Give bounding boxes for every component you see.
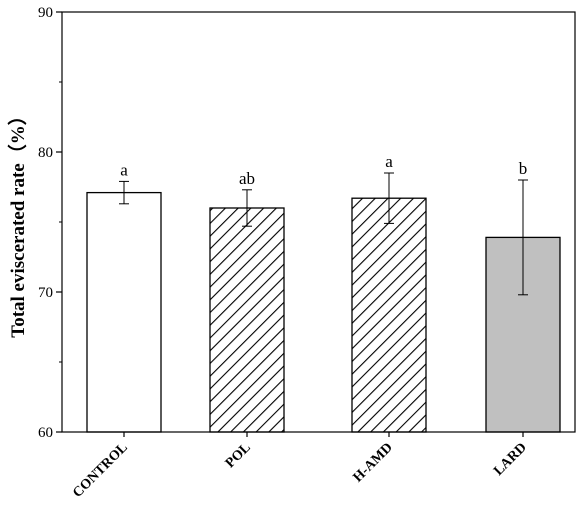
- x-tick-label-pol: POL: [223, 440, 254, 471]
- significance-label-h-amd: a: [385, 152, 393, 171]
- y-tick-label-70: 70: [38, 285, 53, 301]
- significance-label-lard: b: [519, 159, 528, 178]
- bar-control: [86, 191, 162, 433]
- y-tick-label-80: 80: [38, 145, 53, 161]
- error-bar-control: [119, 180, 129, 205]
- bar-h-amd: [351, 197, 427, 433]
- y-axis-title: Total eviscerated rate（%）: [6, 106, 29, 337]
- significance-label-pol: ab: [239, 169, 255, 188]
- bars-layer: [86, 191, 561, 433]
- y-axis-ticks: 60 70 80 90: [38, 5, 62, 441]
- x-axis-ticks: CONTROL POL H-AMD LARD: [70, 432, 530, 501]
- significance-label-control: a: [120, 160, 128, 179]
- x-tick-label-h-amd: H-AMD: [351, 440, 396, 485]
- error-bar-h-amd: [384, 172, 394, 224]
- x-tick-label-lard: LARD: [491, 440, 530, 479]
- significance-labels-layer: a aba b: [120, 152, 527, 188]
- y-tick-label-90: 90: [38, 5, 53, 21]
- x-tick-label-control: CONTROL: [70, 440, 131, 501]
- error-bars-layer: [119, 172, 528, 296]
- error-bar-pol: [242, 189, 252, 227]
- error-bar-lard: [518, 179, 528, 296]
- y-tick-label-60: 60: [38, 425, 53, 441]
- bar-pol: [209, 207, 285, 433]
